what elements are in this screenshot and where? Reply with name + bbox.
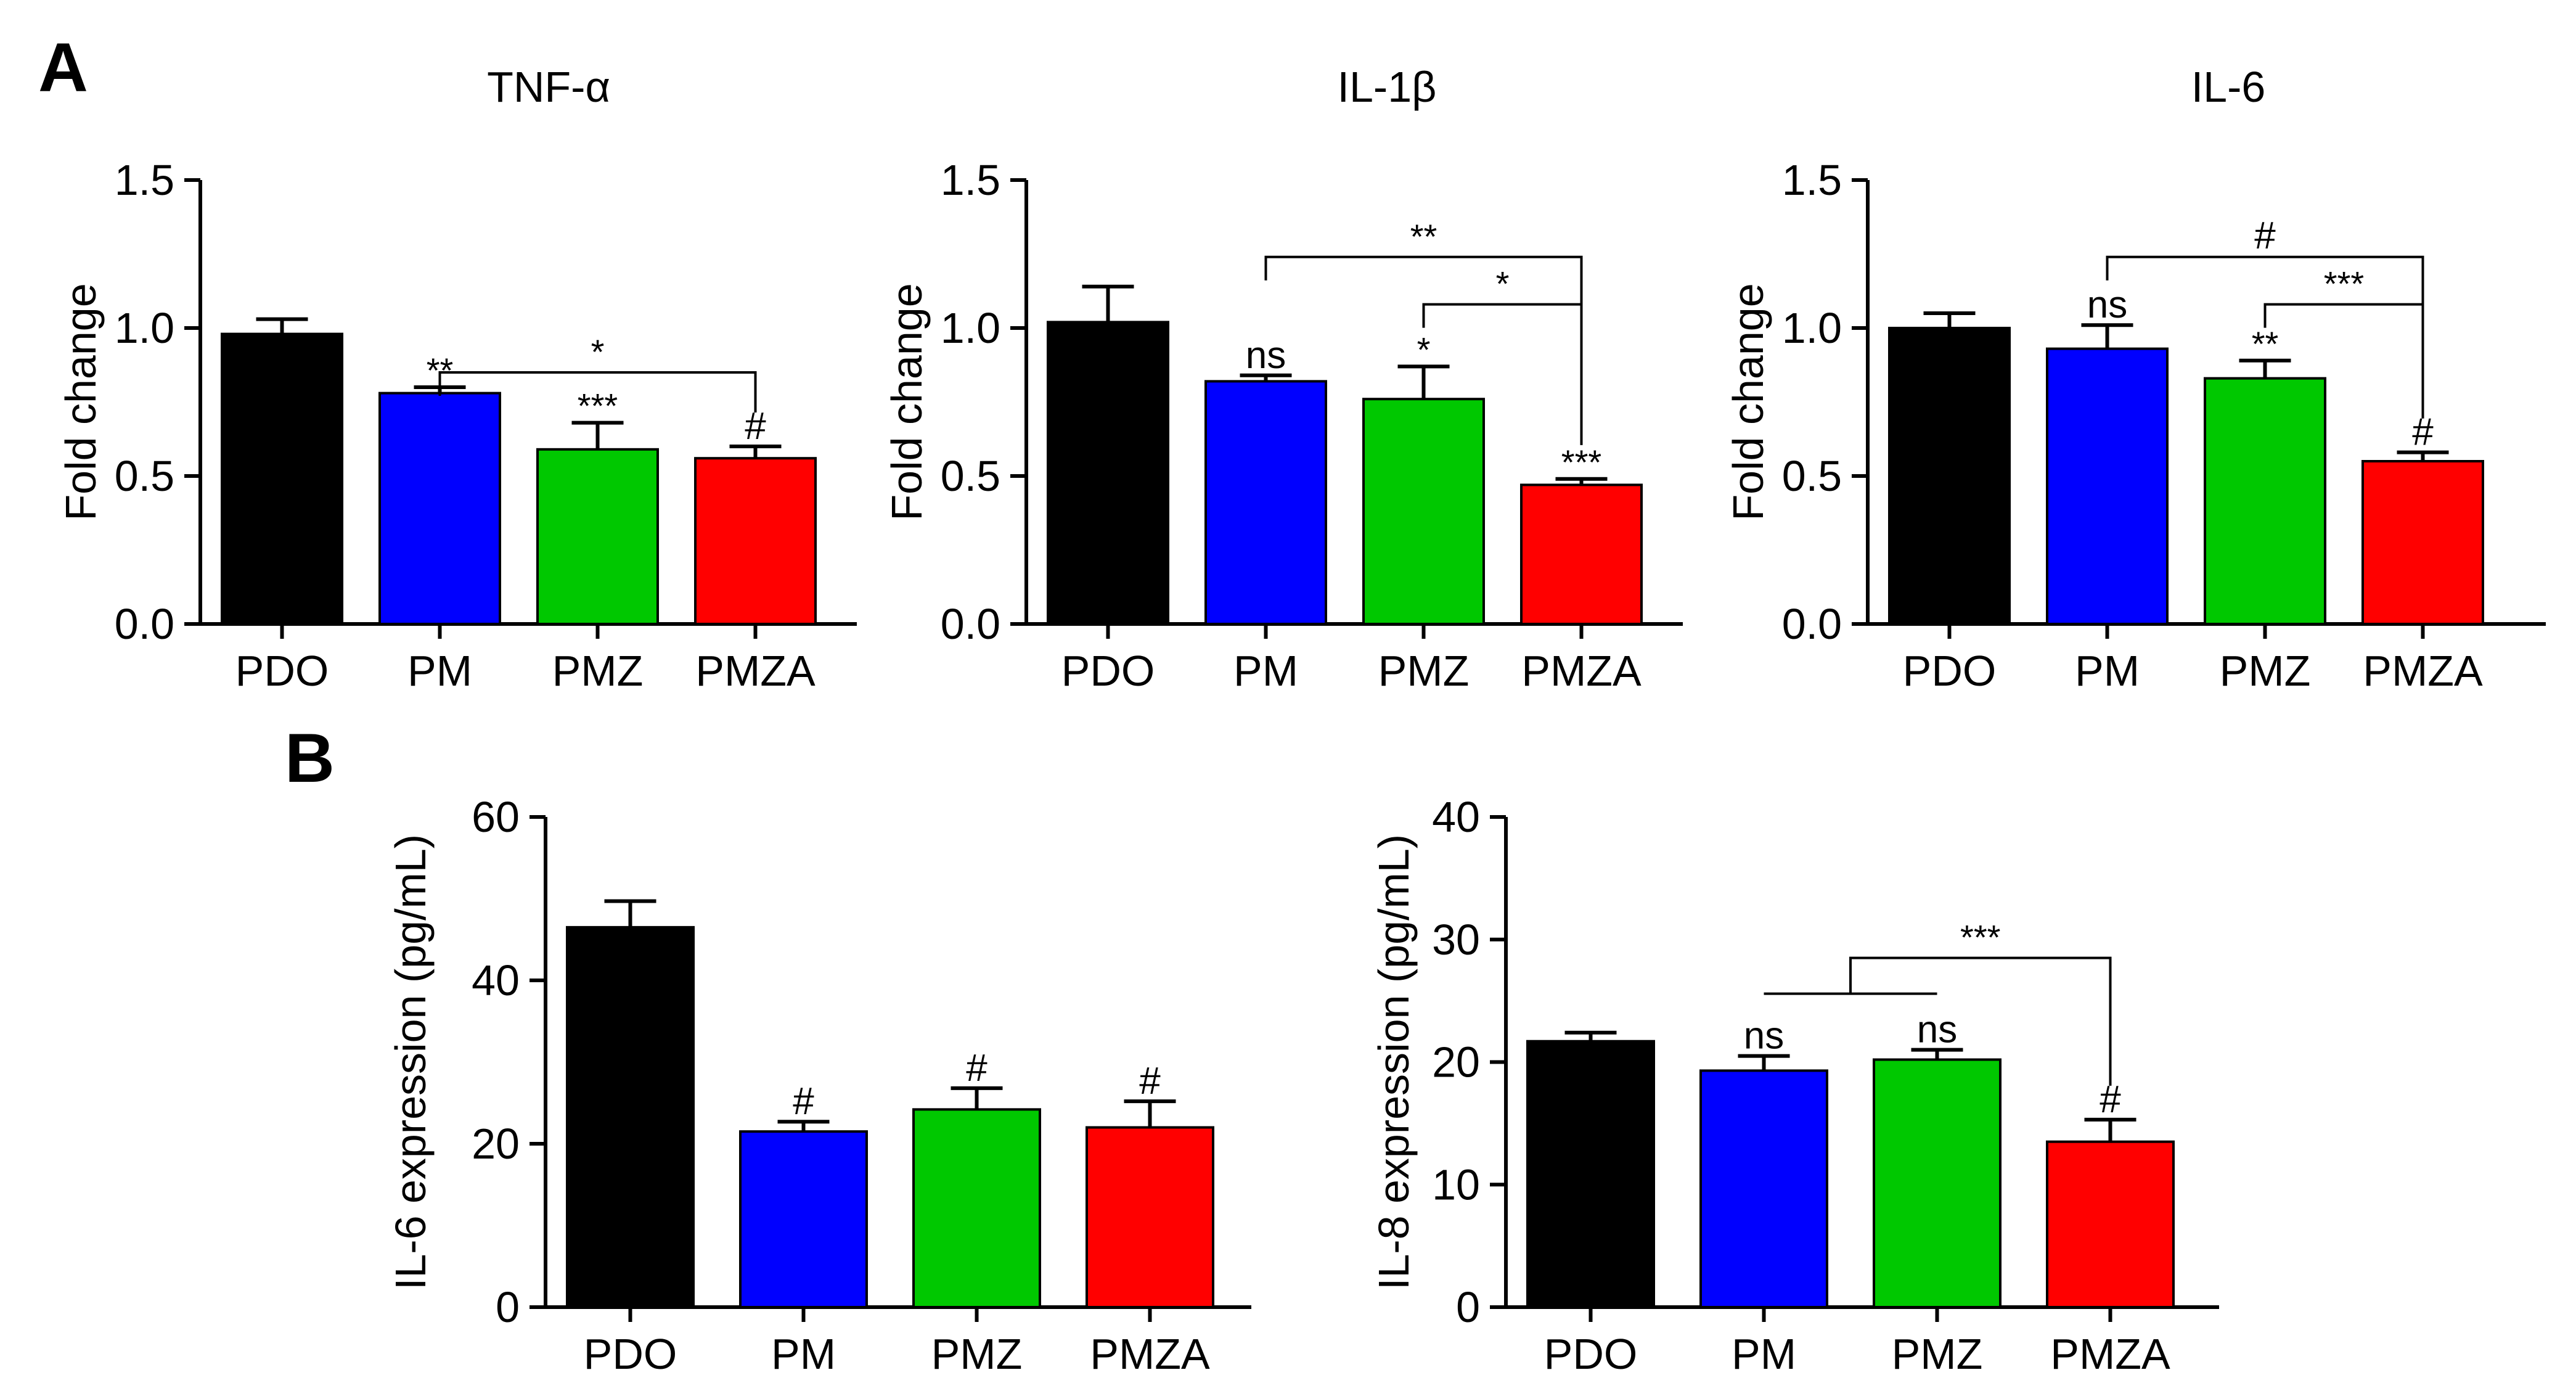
x-tick-label-pmza: PMZA [1521,647,1642,695]
y-tick-label: 20 [1432,1038,1480,1086]
x-tick-label-pdo: PDO [584,1330,677,1378]
bar-annotation-pmz: * [1417,330,1431,369]
bar-annotation-pmz: *** [578,387,618,425]
y-tick-label: 0 [1456,1283,1480,1331]
y-tick-label: 1.5 [1782,156,1842,204]
chart-title: IL-1β [1338,63,1437,111]
y-tick-label: 1.5 [115,156,174,204]
y-tick-label: 40 [1432,793,1480,841]
y-tick-label: 60 [472,793,520,841]
y-tick-label: 0.0 [115,600,174,648]
significance-bracket [1849,956,2112,1086]
x-tick-label-pdo: PDO [235,647,329,695]
x-tick-label-pm: PM [771,1330,836,1378]
y-tick-label: 30 [1432,916,1480,964]
x-tick-label-pmz: PMZ [2220,647,2311,695]
bar-pmz [1873,1058,2002,1309]
x-tick-label-pdo: PDO [1061,647,1155,695]
bar-pmza [694,457,817,625]
y-tick-label: 0.5 [941,452,1000,500]
y-tick-label: 0 [496,1283,520,1331]
x-tick-label-pm: PM [1732,1330,1796,1378]
y-tick-label: 20 [472,1120,520,1168]
significance-bracket [438,371,757,412]
chart-3: IL-6 Fold change 0.0 0.5 1.0 1.5 PDO PM ns PMZ ** P… [1724,63,2546,695]
bar-pmza [1086,1126,1214,1308]
bar-pmza [1520,483,1643,626]
bar-pdo [1526,1040,1655,1309]
y-tick-label: 0.5 [1782,452,1842,500]
y-axis-label: Fold change [57,283,105,520]
bar-pmza [2361,460,2484,625]
y-tick-label: 0.0 [1782,600,1842,648]
x-tick-label-pmz: PMZ [552,647,644,695]
chart-title: TNF-α [487,63,610,111]
y-axis-label: Fold change [883,283,931,520]
x-tick-label-pm: PM [1233,647,1298,695]
bar-pdo [221,332,343,625]
chart-2: IL-1β Fold change 0.0 0.5 1.0 1.5 PDO PM ns PMZ * P… [883,63,1683,695]
x-tick-label-pmz: PMZ [1378,647,1470,695]
x-tick-label-pdo: PDO [1903,647,1997,695]
x-tick-label-pmza: PMZA [1090,1330,1210,1378]
y-tick-label: 1.0 [1782,304,1842,352]
bar-pm [2046,347,2169,625]
x-tick-label-pm: PM [407,647,472,695]
y-axis-label: Fold change [1724,283,1772,520]
bracket-label: # [2254,215,2276,257]
chart-5: IL-8 expression (pg/mL) 0 10 20 30 40 PDO PM ns P… [1370,793,2219,1378]
y-axis-label: IL-8 expression (pg/mL) [1370,834,1418,1290]
bar-annotation-pmz: ns [1917,1009,1957,1051]
panel-label-b: B [285,720,335,797]
y-tick-label: 1.5 [941,156,1000,204]
bar-pmz [536,448,659,625]
y-tick-label: 40 [472,956,520,1004]
bracket-label: *** [2324,265,2364,303]
x-tick-label-pmza: PMZA [695,647,816,695]
bar-annotation-pm: ns [1744,1015,1784,1057]
x-tick-label-pmza: PMZA [2363,647,2483,695]
x-tick-label-pm: PM [2075,647,2140,695]
bar-pm [1699,1069,1828,1308]
bar-pdo [1047,321,1169,626]
bar-annotation-pmza: *** [1561,443,1601,482]
y-tick-label: 1.0 [941,304,1000,352]
bracket-label: *** [1960,918,2000,957]
bar-annotation-pm: # [793,1080,814,1123]
chart-4: IL-6 expression (pg/mL) 0 20 40 60 PDO PM # PMZ #… [386,793,1251,1378]
bar-annotation-pmza: # [1139,1060,1161,1102]
bar-annotation-pm: ns [1246,334,1286,377]
y-tick-label: 10 [1432,1160,1480,1208]
bar-pdo [1888,327,2011,625]
bar-pmz [2204,377,2326,625]
significance-bracket [2263,303,2424,419]
bar-pmz [912,1108,1041,1308]
bar-annotation-pmz: ** [2252,324,2279,363]
bar-pmz [1362,398,1485,625]
x-tick-label-pmz: PMZ [1892,1330,1983,1378]
bar-annotation-pmz: # [966,1047,987,1089]
bar-annotation-pm: ns [2087,284,2127,326]
y-tick-label: 0.5 [115,452,174,500]
bar-pm [1204,380,1327,626]
bracket-label: * [1496,265,1510,303]
y-axis-label: IL-6 expression (pg/mL) [386,834,435,1290]
x-tick-label-pmz: PMZ [931,1330,1023,1378]
bar-pm [378,392,501,625]
y-tick-label: 1.0 [115,304,174,352]
x-tick-label-pdo: PDO [1544,1330,1638,1378]
bar-pdo [566,925,695,1308]
bar-pm [739,1130,868,1308]
bracket-label: * [591,332,605,371]
panel-label-a: A [38,29,88,106]
chart-title: IL-6 [2191,63,2266,111]
y-tick-label: 0.0 [941,600,1000,648]
significance-bracket [1422,303,1583,445]
x-tick-label-pmza: PMZA [2050,1330,2170,1378]
bracket-label: ** [1410,217,1437,256]
bar-pmza [2046,1140,2175,1308]
